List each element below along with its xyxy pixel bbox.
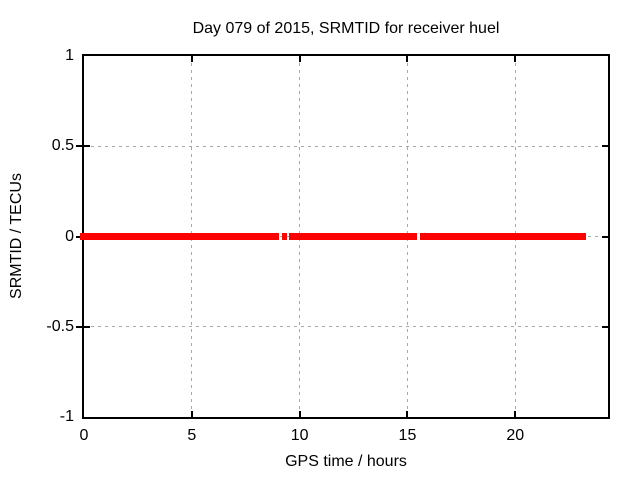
series-segment (80, 233, 280, 240)
x-tick-bottom (298, 411, 301, 417)
x-tick-top (514, 56, 517, 62)
y-tick-label: -1 (59, 408, 74, 425)
y-tick-label: 1 (65, 47, 74, 64)
y-tick-left (76, 145, 90, 148)
y-tick-right (602, 325, 610, 328)
y-tick-left (76, 325, 90, 328)
series-segment (288, 233, 418, 240)
y-tick-label: 0.5 (51, 137, 74, 155)
x-tick-label: 10 (290, 427, 309, 444)
x-tick-top (406, 56, 409, 62)
y-tick-label: -0.5 (46, 317, 74, 335)
y-gridline (84, 145, 608, 147)
y-tick-right (602, 145, 610, 148)
series-segment (282, 233, 287, 240)
x-tick-top (298, 56, 301, 62)
x-tick-label: 20 (506, 427, 525, 444)
series-segment (420, 233, 587, 240)
x-tick-top (190, 56, 193, 62)
x-tick-label: 15 (398, 427, 417, 444)
y-gridline (84, 326, 608, 328)
x-axis-label: GPS time / hours (285, 453, 407, 470)
x-tick-label: 5 (187, 427, 197, 444)
y-tick-right (602, 235, 610, 238)
chart-title: Day 079 of 2015, SRMTID for receiver hue… (192, 20, 500, 37)
x-tick-bottom (406, 411, 409, 417)
y-tick-label: 0 (65, 227, 74, 245)
x-tick-bottom (190, 411, 193, 417)
x-tick-bottom (514, 411, 517, 417)
x-tick-label: 0 (79, 427, 89, 444)
